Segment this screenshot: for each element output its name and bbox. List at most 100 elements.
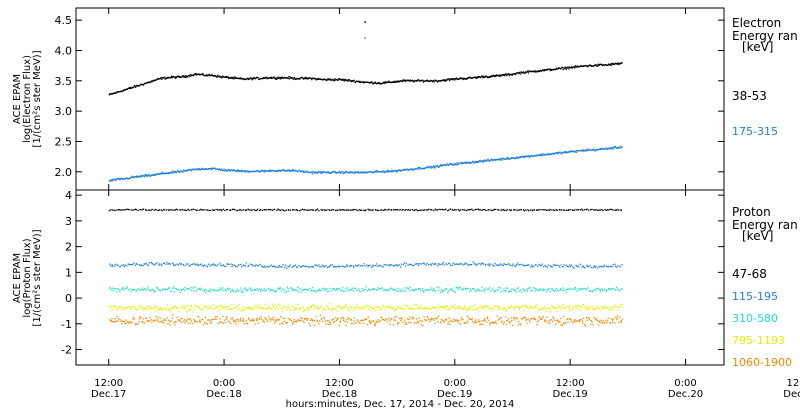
data-point: [245, 171, 247, 173]
data-point: [544, 209, 546, 211]
data-point: [212, 209, 214, 211]
data-point: [244, 169, 246, 172]
data-point: [509, 264, 511, 267]
data-point: [325, 289, 327, 291]
data-point: [456, 163, 458, 165]
data-point: [244, 287, 247, 289]
data-point: [222, 169, 225, 172]
data-point: [562, 209, 565, 211]
data-point: [523, 210, 525, 212]
data-point: [476, 77, 478, 79]
data-point: [148, 320, 151, 322]
data-point: [405, 209, 407, 211]
data-point: [394, 209, 396, 211]
data-point: [370, 320, 372, 323]
data-point: [152, 319, 154, 321]
data-point: [130, 308, 132, 310]
data-point: [210, 167, 212, 170]
data-point: [187, 318, 189, 320]
data-point: [175, 288, 178, 290]
data-point: [589, 264, 591, 267]
data-point: [243, 309, 246, 311]
data-point: [222, 307, 224, 309]
data-point: [438, 315, 440, 317]
data-point: [236, 266, 238, 268]
data-point: [317, 265, 319, 267]
data-point: [345, 265, 347, 268]
data-point: [476, 263, 478, 265]
data-point: [272, 77, 274, 79]
data-point: [584, 323, 586, 326]
data-point: [257, 289, 259, 291]
data-point: [448, 321, 450, 323]
data-point: [337, 288, 339, 290]
data-point: [514, 319, 516, 321]
data-point: [208, 263, 210, 265]
data-point: [598, 288, 600, 290]
data-point: [506, 156, 508, 159]
data-point: [247, 170, 249, 172]
data-point: [421, 288, 423, 290]
data-point: [563, 304, 565, 306]
data-point: [370, 82, 372, 84]
data-point: [393, 81, 395, 84]
data-point: [348, 209, 350, 211]
data-point: [422, 209, 425, 211]
data-point: [331, 319, 333, 321]
data-point: [270, 290, 272, 292]
data-point: [359, 171, 362, 173]
data-point: [305, 265, 307, 267]
data-point: [203, 305, 205, 307]
data-point: [542, 266, 545, 268]
data-point: [308, 322, 310, 324]
data-point: [199, 209, 201, 211]
data-point: [497, 289, 499, 291]
data-point: [373, 82, 375, 85]
data-point: [298, 291, 300, 293]
data-point: [258, 170, 260, 172]
data-point: [389, 323, 391, 325]
data-point: [387, 290, 390, 292]
data-point: [533, 287, 535, 289]
data-point: [248, 78, 250, 80]
data-point: [273, 290, 276, 292]
data-point: [450, 264, 452, 266]
series-310-580: [109, 286, 623, 294]
data-point: [295, 308, 297, 310]
data-point: [558, 67, 560, 69]
data-point: [137, 323, 139, 325]
data-point: [447, 210, 449, 212]
data-point: [377, 319, 379, 321]
data-point: [363, 307, 365, 309]
data-point: [150, 81, 152, 83]
data-point: [226, 209, 229, 211]
data-point: [350, 80, 352, 82]
data-point: [436, 209, 439, 211]
data-point: [378, 265, 380, 267]
data-point: [154, 79, 157, 81]
data-point: [118, 91, 121, 93]
data-point: [353, 320, 355, 322]
data-point: [184, 169, 186, 172]
data-point: [330, 322, 332, 324]
data-point: [522, 264, 524, 266]
data-point: [244, 209, 247, 211]
data-point: [423, 308, 426, 310]
data-point: [452, 164, 455, 166]
data-point: [200, 73, 202, 76]
data-point: [124, 89, 126, 91]
data-point: [434, 79, 437, 81]
data-point: [405, 265, 407, 267]
data-point: [419, 263, 421, 265]
data-point: [475, 319, 477, 321]
data-point: [335, 306, 337, 308]
data-point: [423, 291, 425, 293]
data-point: [453, 78, 455, 80]
data-point: [227, 76, 229, 78]
data-point: [466, 209, 468, 212]
data-point: [163, 262, 165, 264]
data-point: [306, 77, 308, 80]
data-point: [423, 262, 425, 264]
data-point: [618, 306, 620, 308]
data-point: [617, 265, 619, 267]
